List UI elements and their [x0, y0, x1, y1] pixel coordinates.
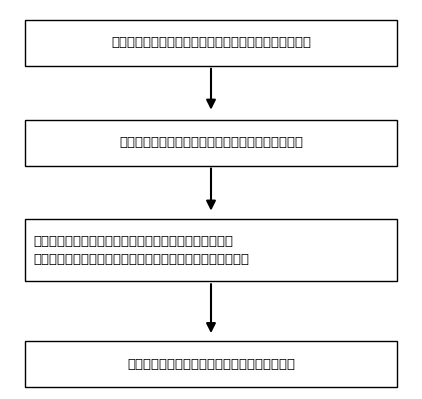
FancyBboxPatch shape	[25, 20, 397, 66]
Text: 将一元器件放置于吸附卡盘上且与电学监测仪电连接: 将一元器件放置于吸附卡盘上且与电学监测仪电连接	[119, 136, 303, 149]
FancyBboxPatch shape	[25, 120, 397, 166]
Text: 提供一探针台，包括吸附卡盘、电学监测仪以及多根探针: 提供一探针台，包括吸附卡盘、电学监测仪以及多根探针	[111, 36, 311, 49]
FancyBboxPatch shape	[25, 341, 397, 387]
Text: 利用电学监测仪对沟道两端的可变电流进行监测: 利用电学监测仪对沟道两端的可变电流进行监测	[127, 358, 295, 371]
FancyBboxPatch shape	[25, 219, 397, 281]
Text: 探针台利用第一探针在元器件的栅极端施加一固定电压，
并利用第二探针和第三探针在元器件的沟道两端施加可变电流: 探针台利用第一探针在元器件的栅极端施加一固定电压， 并利用第二探针和第三探针在元…	[34, 235, 250, 266]
